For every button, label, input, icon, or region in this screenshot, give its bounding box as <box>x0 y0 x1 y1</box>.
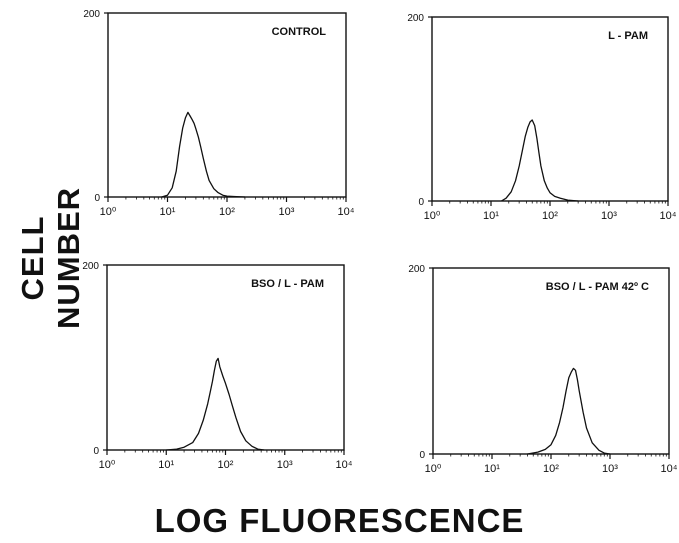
panel-title: L - PAM <box>608 30 648 42</box>
y-tick-label: 200 <box>83 9 100 20</box>
histogram-trace <box>501 119 579 202</box>
x-tick-label: 10¹ <box>483 210 499 222</box>
x-tick-label: 10¹ <box>484 463 500 475</box>
y-tick-label: 0 <box>419 450 425 461</box>
x-tick-label: 10⁴ <box>338 206 355 218</box>
x-tick-label: 10³ <box>279 206 295 218</box>
y-tick-label: 0 <box>94 193 100 204</box>
y-axis-label: CELL NUMBER <box>15 186 86 330</box>
x-tick-label: 10³ <box>277 459 293 471</box>
y-tick-label: 200 <box>408 264 425 275</box>
panel-title: BSO / L - PAM 42º C <box>546 281 649 293</box>
plot-frame <box>431 16 669 202</box>
histogram-trace <box>161 111 245 198</box>
x-tick-label: 10⁴ <box>336 459 353 471</box>
x-tick-label: 10² <box>219 206 235 218</box>
histogram-panel-4: 10⁰ 10¹ 10² 10³ 10⁴ 0 200 BSO / L - PAM 42º C <box>408 264 677 475</box>
histogram-trace <box>527 367 611 455</box>
y-tick-label: 0 <box>418 197 424 208</box>
x-tick-label: 10⁴ <box>661 463 678 475</box>
x-tick-label: 10² <box>218 459 234 471</box>
x-tick-label: 10¹ <box>158 459 174 471</box>
panel-title: BSO / L - PAM <box>251 278 324 290</box>
x-tick-label: 10² <box>542 210 558 222</box>
panel-title: CONTROL <box>272 26 327 38</box>
histogram-panel-1: 10⁰ 10¹ 10² 10³ 10⁴ 0 200 CONTROL <box>83 9 354 218</box>
x-tick-label: 10⁴ <box>660 210 677 222</box>
x-tick-label: 10⁰ <box>425 463 442 475</box>
x-tick-label: 10¹ <box>160 206 176 218</box>
histogram-panel-3: 10⁰ 10¹ 10² 10³ 10⁴ 0 200 BSO / L - PAM <box>82 261 352 471</box>
y-tick-label: 200 <box>82 261 99 272</box>
y-tick-label: 200 <box>407 13 424 24</box>
plot-frame <box>107 12 347 198</box>
x-tick-label: 10³ <box>602 463 618 475</box>
histogram-panel-2: 10⁰ 10¹ 10² 10³ 10⁴ 0 200 L - PAM <box>407 13 676 222</box>
y-tick-label: 0 <box>93 446 99 457</box>
x-tick-label: 10⁰ <box>100 206 117 218</box>
histogram-trace <box>166 357 265 451</box>
x-axis-label: LOG FLUORESCENCE <box>154 502 525 539</box>
x-tick-label: 10² <box>543 463 559 475</box>
x-tick-label: 10³ <box>601 210 617 222</box>
plot-frame <box>106 264 345 451</box>
x-tick-label: 10⁰ <box>424 210 441 222</box>
plot-frame <box>432 267 670 455</box>
x-tick-label: 10⁰ <box>99 459 116 471</box>
